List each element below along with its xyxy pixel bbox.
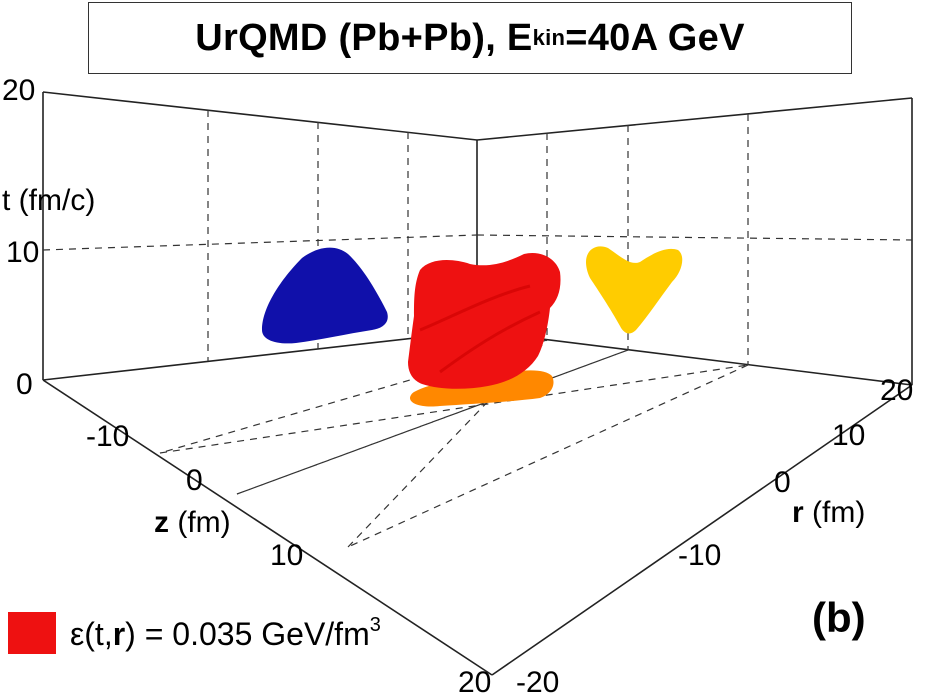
t-tick-10: 10	[6, 236, 39, 269]
r-tick-20: 20	[880, 374, 913, 407]
z-tick-minus10: -10	[86, 420, 129, 453]
z-tick-0: 0	[186, 464, 203, 497]
z-tick-20: 20	[458, 666, 491, 699]
r-tick-10: 10	[832, 419, 865, 452]
title-suffix: =40A GeV	[565, 16, 745, 59]
title-prefix: UrQMD (Pb+Pb), E	[195, 16, 533, 59]
t-axis-label: t (fm/c)	[2, 184, 95, 217]
projection-orange	[410, 370, 554, 407]
title-subscript: kin	[532, 25, 566, 50]
z-axis-label: z (fm)	[154, 506, 231, 539]
r-tick-minus10: -10	[678, 539, 721, 572]
legend-swatch	[8, 612, 56, 654]
legend: ε(t,r) = 0.035 GeV/fm3	[8, 612, 381, 654]
r-axis-label: r (fm)	[792, 496, 865, 529]
r-tick-minus20: -20	[516, 666, 559, 699]
box-frame	[42, 91, 913, 676]
legend-label: ε(t,r) = 0.035 GeV/fm3	[70, 613, 381, 652]
projection-yellow	[586, 246, 683, 334]
r-tick-0: 0	[774, 466, 791, 499]
projection-blue	[262, 247, 388, 344]
isosurface-red	[408, 252, 561, 389]
z-tick-10: 10	[270, 539, 303, 572]
t-tick-20: 20	[2, 74, 35, 107]
isosurface-shading	[419, 284, 541, 374]
panel-label: (b)	[812, 594, 866, 641]
t-tick-0: 0	[16, 368, 33, 401]
